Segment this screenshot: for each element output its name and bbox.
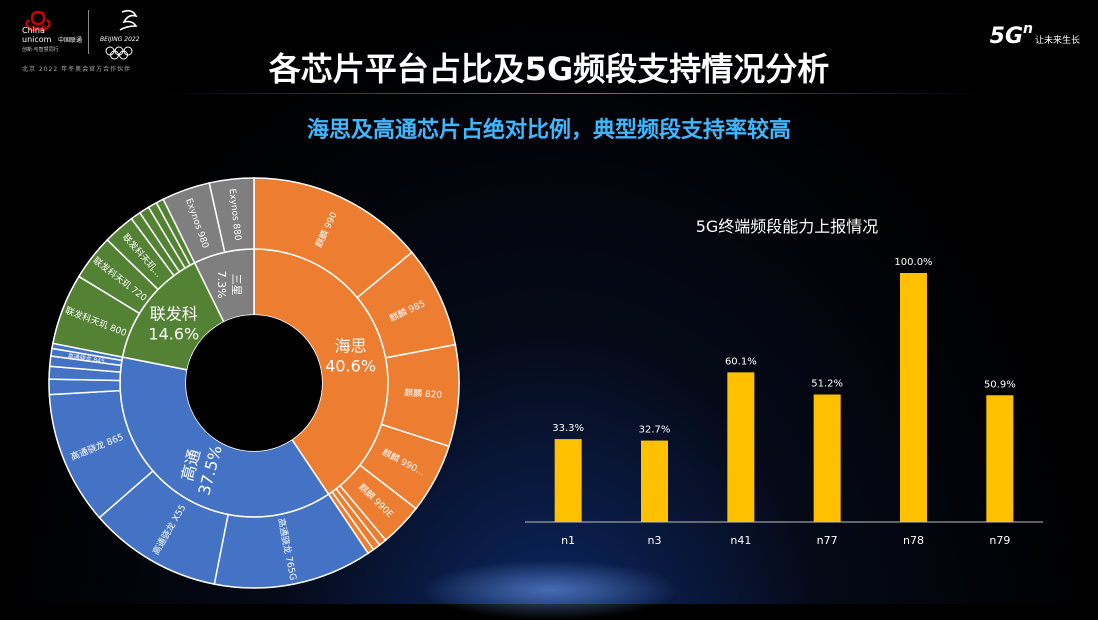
bar-n41	[727, 372, 755, 522]
sunburst-hole	[186, 315, 322, 451]
bar-n78	[900, 273, 927, 522]
brand-5g-logo: 5G n 让未来生长	[989, 21, 1080, 49]
bar-category-label: n79	[989, 534, 1010, 547]
bar-value-label: 50.9%	[984, 379, 1016, 390]
bar-category-label: n3	[648, 534, 662, 547]
brand-5g-text: 5G	[989, 24, 1024, 49]
bar-value-label: 100.0%	[894, 257, 932, 268]
logo-divider	[88, 10, 89, 54]
bar-n79	[986, 395, 1014, 522]
sunburst-outer-slice	[208, 177, 255, 254]
logo-tagline: 创新·与智慧同行	[22, 47, 59, 53]
title-underline	[160, 93, 988, 94]
logo-footer: 北京 2022 年冬奥会官方合作伙伴	[22, 66, 132, 73]
logo-text-cn: 中国联通	[58, 37, 83, 44]
bar-n1	[554, 439, 582, 522]
bar-category-label: n78	[903, 534, 924, 547]
bar-n77	[813, 394, 841, 522]
sunburst-inner-name: 三星	[230, 274, 243, 296]
sunburst-inner-pct: 14.6%	[148, 325, 199, 344]
brand-5g-sup: n	[1023, 21, 1033, 37]
olympic-emblem-icon	[119, 9, 138, 31]
logo-text-en: China unicom	[22, 26, 52, 44]
china-unicom-logo: China unicom 中国联通 创新·与智慧同行 BEIJING 2022	[18, 6, 168, 74]
bar-value-label: 32.7%	[639, 425, 671, 436]
bar-chart-title: 5G终端频段能力上报情况	[696, 217, 879, 236]
olympic-rings-icon	[105, 46, 133, 60]
bar-value-label: 60.1%	[725, 356, 757, 367]
bar-category-label: n41	[730, 534, 751, 547]
sunburst-inner-pct: 7.3%	[215, 271, 228, 299]
brand-slogan: 让未来生长	[1034, 36, 1080, 46]
bar-category-label: n77	[817, 534, 838, 547]
bar-category-label: n1	[561, 534, 575, 547]
unicom-knot-icon	[25, 9, 138, 32]
olympic-text: BEIJING 2022	[100, 36, 140, 43]
bar-chart: 5G终端频段能力上报情况 33.3% n1 32.7% n3 60.1% n41 51.2% n…	[525, 217, 1043, 547]
bar-value-label: 51.2%	[811, 379, 843, 390]
sunburst-inner-name: 联发科	[150, 305, 198, 324]
bar-n3	[641, 440, 668, 522]
bar-value-label: 33.3%	[552, 423, 584, 434]
page-subtitle: 海思及高通芯片占绝对比例，典型频段支持率较高	[306, 118, 791, 143]
page-title: 各芯片平台占比及5G频段支持情况分析	[268, 50, 830, 88]
sunburst-inner-name: 海思	[335, 337, 367, 356]
sunburst-inner-pct: 40.6%	[325, 357, 376, 376]
sunburst-outer-label: 麒麟 820	[404, 386, 443, 400]
